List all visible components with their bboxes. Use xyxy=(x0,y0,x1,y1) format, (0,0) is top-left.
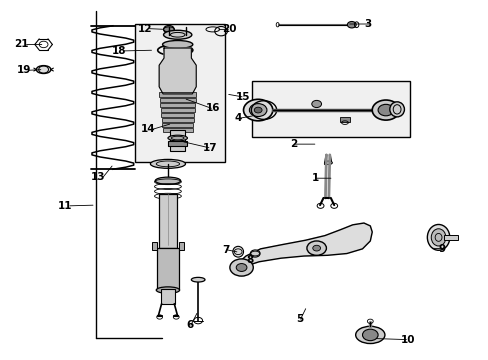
Bar xyxy=(161,118,193,122)
Text: 8: 8 xyxy=(245,255,253,265)
Circle shape xyxy=(229,259,253,276)
Ellipse shape xyxy=(427,225,449,250)
Text: 21: 21 xyxy=(15,40,29,49)
Bar xyxy=(159,93,196,97)
Bar xyxy=(162,128,192,132)
Text: 10: 10 xyxy=(400,334,414,345)
Text: 4: 4 xyxy=(234,113,241,123)
Text: 16: 16 xyxy=(205,103,220,113)
Bar xyxy=(169,130,185,151)
Bar xyxy=(159,98,195,102)
Ellipse shape xyxy=(162,41,192,48)
Ellipse shape xyxy=(155,177,180,184)
Circle shape xyxy=(371,100,399,120)
Text: 5: 5 xyxy=(295,314,303,324)
Circle shape xyxy=(362,329,377,341)
Bar xyxy=(444,234,457,240)
Polygon shape xyxy=(159,48,196,94)
Text: 15: 15 xyxy=(236,92,250,102)
Circle shape xyxy=(250,250,260,257)
Circle shape xyxy=(312,245,320,251)
Ellipse shape xyxy=(163,30,191,39)
Bar xyxy=(159,194,176,248)
Ellipse shape xyxy=(150,159,185,168)
Ellipse shape xyxy=(36,66,51,73)
Bar xyxy=(251,81,409,137)
Circle shape xyxy=(249,104,266,117)
Text: 7: 7 xyxy=(222,245,229,255)
Bar xyxy=(161,113,194,117)
Text: 1: 1 xyxy=(311,173,319,183)
Text: 18: 18 xyxy=(112,46,126,56)
Bar xyxy=(160,108,194,112)
Ellipse shape xyxy=(232,246,243,257)
Ellipse shape xyxy=(156,287,179,293)
Ellipse shape xyxy=(324,161,331,165)
Bar xyxy=(160,103,195,107)
Text: 2: 2 xyxy=(289,139,297,149)
Text: 12: 12 xyxy=(137,24,152,34)
Bar xyxy=(339,117,349,122)
Text: 14: 14 xyxy=(141,124,156,134)
Bar xyxy=(167,141,187,146)
Circle shape xyxy=(311,100,321,108)
Bar xyxy=(152,242,157,250)
Polygon shape xyxy=(237,223,371,271)
Circle shape xyxy=(163,26,174,33)
Ellipse shape xyxy=(191,277,204,282)
Bar xyxy=(162,123,193,127)
Text: 3: 3 xyxy=(363,19,370,29)
Circle shape xyxy=(346,22,355,28)
Text: 6: 6 xyxy=(185,320,193,330)
Circle shape xyxy=(377,104,393,116)
Text: 20: 20 xyxy=(222,24,237,35)
Circle shape xyxy=(254,107,262,113)
Ellipse shape xyxy=(355,326,384,343)
Text: 13: 13 xyxy=(91,172,105,182)
Bar xyxy=(178,242,183,250)
Circle shape xyxy=(306,241,326,255)
Text: 17: 17 xyxy=(203,143,217,153)
Bar xyxy=(135,24,224,162)
Circle shape xyxy=(243,99,272,121)
Circle shape xyxy=(236,264,246,271)
Ellipse shape xyxy=(430,229,445,246)
Ellipse shape xyxy=(167,135,187,141)
Ellipse shape xyxy=(389,102,404,117)
Text: 11: 11 xyxy=(58,201,72,211)
Text: 9: 9 xyxy=(438,244,445,254)
Bar xyxy=(157,248,179,289)
Bar xyxy=(160,289,175,304)
Text: 19: 19 xyxy=(17,65,31,75)
